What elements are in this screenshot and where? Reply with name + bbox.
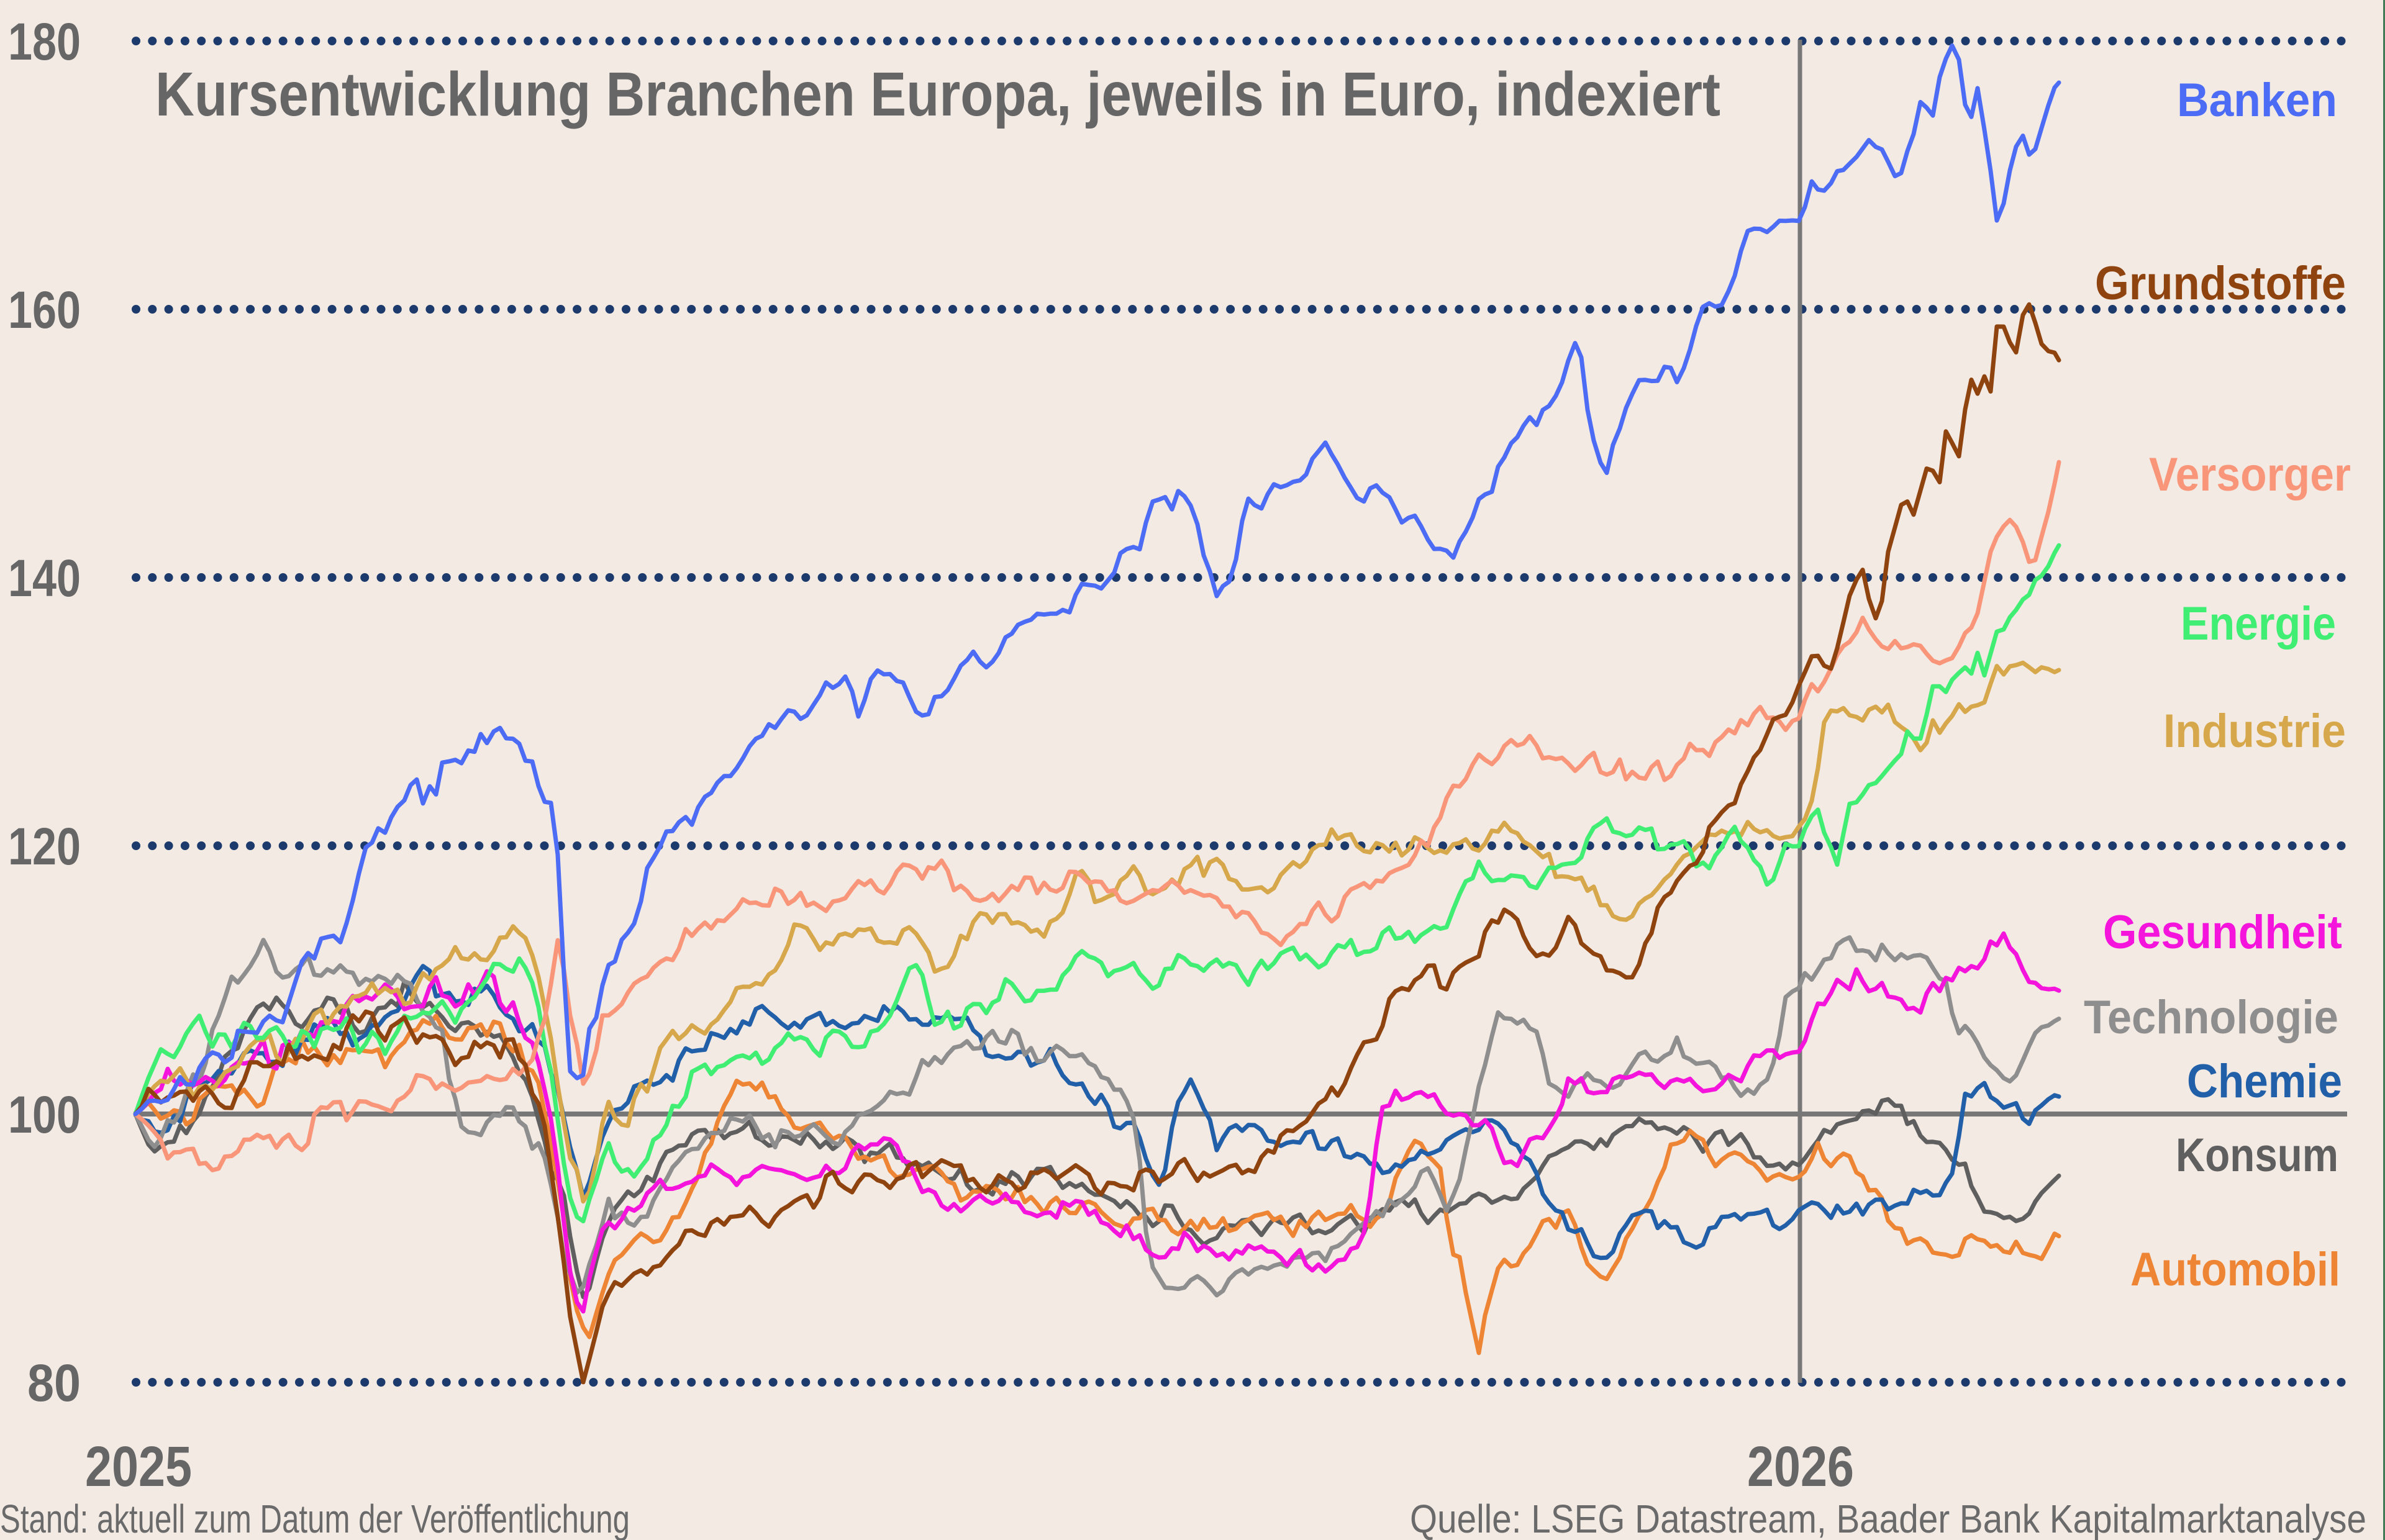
svg-text:Gesundheit: Gesundheit xyxy=(2103,906,2342,959)
svg-text:Automobil: Automobil xyxy=(2130,1243,2340,1296)
svg-text:Technologie: Technologie xyxy=(2084,991,2338,1044)
svg-text:140: 140 xyxy=(8,549,81,607)
svg-text:Kursentwicklung Branchen Europ: Kursentwicklung Branchen Europa, jeweils… xyxy=(155,60,1720,129)
svg-text:Chemie: Chemie xyxy=(2187,1055,2342,1108)
svg-text:Quelle: LSEG Datastream, Baade: Quelle: LSEG Datastream, Baader Bank Kap… xyxy=(1410,1497,2366,1540)
svg-text:100: 100 xyxy=(8,1085,81,1144)
svg-text:160: 160 xyxy=(8,281,81,339)
svg-text:80: 80 xyxy=(27,1354,81,1412)
svg-text:Industrie: Industrie xyxy=(2163,705,2346,758)
svg-text:Stand: aktuell zum Datum der V: Stand: aktuell zum Datum der Veröffentli… xyxy=(0,1497,630,1540)
svg-text:2025: 2025 xyxy=(85,1435,192,1498)
svg-text:120: 120 xyxy=(8,817,81,876)
svg-text:Grundstoffe: Grundstoffe xyxy=(2095,257,2346,310)
svg-text:Versorger: Versorger xyxy=(2149,448,2351,501)
svg-text:2026: 2026 xyxy=(1747,1435,1854,1498)
svg-text:Energie: Energie xyxy=(2181,597,2336,650)
svg-text:180: 180 xyxy=(8,12,81,71)
svg-text:Banken: Banken xyxy=(2177,74,2337,127)
svg-text:Konsum: Konsum xyxy=(2176,1129,2338,1182)
